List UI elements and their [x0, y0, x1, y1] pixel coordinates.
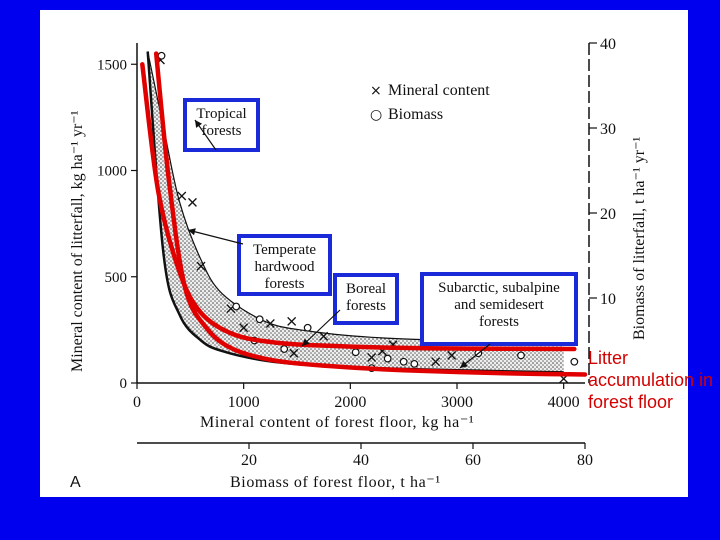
mineral-content-point — [196, 261, 206, 271]
zone-label-line: Subarctic, subalpine — [438, 280, 560, 296]
zone-label-line: forests — [479, 314, 519, 330]
legend-label: Biomass — [388, 106, 443, 123]
y-tick-label: 500 — [105, 270, 128, 286]
secondary-y-tick-label: 30 — [600, 121, 616, 138]
secondary-y-tick-label: 20 — [600, 206, 616, 223]
x-mark-stroke — [196, 261, 206, 271]
zone-arrow — [187, 229, 244, 245]
zone-label-line: hardwood — [255, 259, 315, 275]
zone-label: Tropical forests — [196, 106, 246, 139]
secondary-y-axis-title: Biomass of litterfall, t ha⁻¹ yr⁻¹ — [631, 136, 648, 340]
zone-label-line: Boreal — [346, 281, 386, 297]
secondary-y-tick-label: 10 — [600, 291, 616, 308]
mineral-content-point — [367, 353, 377, 362]
x-mark-stroke — [287, 316, 297, 326]
zone-arrow — [301, 309, 341, 347]
secondary-x-tick-label: 20 — [241, 452, 257, 469]
zone-label: Subarctic, subalpine and semidesert forest… — [438, 280, 560, 330]
zone-label-line: Tropical — [196, 106, 246, 122]
zone-label-line: forests — [346, 298, 386, 314]
biomass-point — [255, 315, 264, 324]
secondary-x-tick-label: 40 — [353, 452, 369, 469]
secondary-x-tick-label: 60 — [465, 452, 481, 469]
biomass-point — [232, 302, 241, 311]
biomass-point — [303, 323, 312, 332]
red-curve-2 — [153, 51, 588, 377]
x-tick-label: 0 — [133, 394, 141, 411]
litterfall-chart: 0 500 1000 1500 0 1000 2000 3000 4000 10 20 30 40 20 4… — [69, 36, 648, 491]
mineral-content-point — [177, 191, 187, 201]
zone-label-line: and semidesert — [454, 297, 544, 313]
mineral-content-point — [287, 316, 297, 326]
secondary-y-tick-label: 40 — [600, 36, 616, 53]
zone-box — [420, 272, 578, 346]
legend-label: Mineral content — [388, 82, 490, 99]
biomass-point — [157, 51, 166, 60]
y-tick-label: 0 — [120, 376, 128, 392]
x-tick-label: 1000 — [228, 394, 260, 411]
zone-arrowhead — [460, 360, 468, 368]
biomass-point — [410, 359, 419, 368]
legend-symbol: ○ — [370, 107, 382, 123]
legend-symbol: × — [370, 83, 382, 99]
mineral-content-point — [265, 319, 275, 328]
zone-arrowhead — [188, 228, 196, 236]
zone-label: Temperate hardwood forests — [253, 242, 316, 292]
mineral-content-point — [319, 331, 329, 341]
zone-box — [333, 273, 399, 325]
secondary-x-axis-title: Biomass of forest floor, t ha⁻¹ — [230, 474, 441, 491]
mineral-content-point — [239, 323, 249, 333]
zone-label-line: forests — [202, 123, 242, 139]
secondary-x-tick-label: 80 — [577, 452, 593, 469]
x-mark-stroke — [188, 197, 197, 207]
biomass-point — [383, 354, 392, 363]
y-tick-label: 1500 — [97, 57, 127, 73]
zone-label: Boreal forests — [346, 281, 386, 314]
red-curve-1 — [140, 62, 577, 352]
mineral-content-point — [431, 357, 441, 367]
x-mark-stroke — [319, 331, 329, 341]
x-mark-stroke — [265, 319, 275, 328]
zone-arrowhead — [302, 338, 310, 346]
zone-box — [237, 234, 332, 296]
slide-panel: 0 500 1000 1500 0 1000 2000 3000 4000 10 20 30 40 20 4… — [40, 10, 688, 497]
x-mark-stroke — [447, 350, 457, 360]
zone-label-line: forests — [265, 276, 305, 292]
biomass-point — [570, 357, 579, 366]
x-mark-stroke — [289, 348, 299, 358]
zone-arrowhead — [195, 120, 203, 128]
y-tick-label: 1000 — [97, 164, 127, 180]
x-axis-title: Mineral content of forest floor, kg ha⁻¹ — [200, 414, 474, 431]
x-mark-stroke — [367, 353, 377, 362]
zone-label-line: Temperate — [253, 242, 316, 258]
x-mark-stroke — [177, 191, 187, 201]
mineral-content-point — [188, 197, 197, 207]
x-tick-label: 3000 — [441, 394, 473, 411]
biomass-point — [280, 345, 289, 353]
mineral-content-point — [289, 348, 299, 358]
biomass-point — [351, 348, 360, 357]
x-mark-stroke — [239, 323, 249, 333]
litter-accumulation-note: Litter accumulation in forest floor — [588, 348, 714, 412]
x-tick-label: 4000 — [548, 394, 580, 411]
panel-label: A — [70, 474, 81, 491]
x-mark-stroke — [431, 357, 441, 367]
x-tick-label: 2000 — [334, 394, 366, 411]
biomass-point — [399, 357, 408, 366]
mineral-content-point — [447, 350, 457, 360]
y-axis-title: Mineral content of litterfall, kg ha⁻¹ y… — [69, 110, 86, 372]
biomass-point — [517, 351, 525, 360]
